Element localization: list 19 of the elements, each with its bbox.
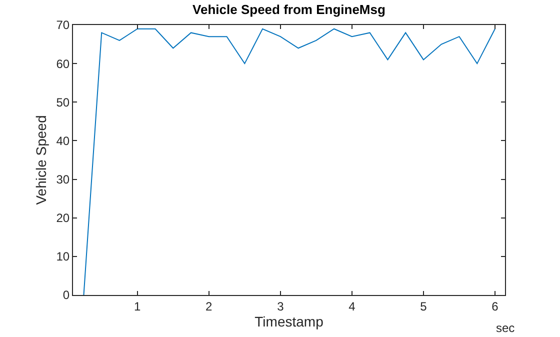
line-series	[83, 28, 496, 295]
y-tick-label: 60	[56, 56, 70, 71]
y-tick-label: 40	[56, 134, 70, 148]
y-tick-label: 10	[56, 250, 70, 264]
x-tick-label: 4	[348, 299, 356, 314]
x-tick-label: 3	[277, 299, 284, 314]
x-tick-label: 2	[206, 299, 213, 314]
y-tick-label: 50	[56, 95, 70, 110]
y-tick-label: 0	[62, 288, 70, 302]
chart-title: Vehicle Speed from EngineMsg	[192, 2, 386, 18]
x-tick-label: 1	[134, 299, 142, 314]
y-tick-label: 70	[56, 18, 70, 32]
y-tick-label: 20	[56, 211, 70, 226]
y-tick-label: 30	[56, 172, 70, 186]
text: sec	[496, 321, 515, 335]
x-axis-title: Timestamp	[254, 313, 324, 330]
x-tick-label: 6	[492, 299, 499, 314]
y-axis-title: Vehicle Speed	[32, 115, 49, 205]
x-tick-label: 5	[420, 299, 428, 314]
